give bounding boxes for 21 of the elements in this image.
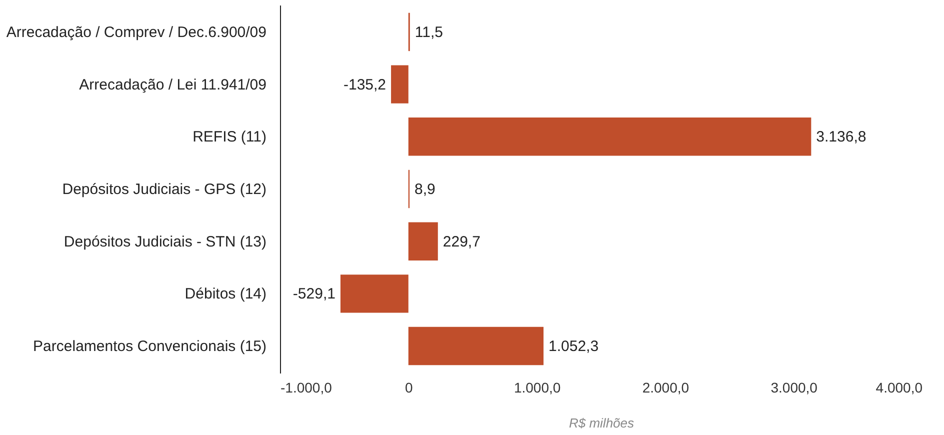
x-axis-title: R$ milhões	[568, 416, 635, 430]
y-tick-label: Débitos (14)	[184, 286, 267, 303]
data-label: -529,1	[292, 286, 336, 303]
x-tick-label: 3.000,0	[770, 380, 818, 396]
y-tick-label: Depósitos Judiciais - GPS (12)	[62, 181, 266, 198]
x-tick-label: 4.000,0	[876, 380, 923, 396]
data-label: 11,5	[414, 24, 443, 41]
data-label: -135,2	[343, 76, 386, 94]
data-label: 3.136,8	[816, 128, 866, 146]
y-tick-label: Depósitos Judiciais - STN (13)	[64, 233, 266, 250]
y-tick-label: Parcelamentos Convencionais (15)	[33, 338, 267, 356]
x-tick-label: 0	[405, 380, 413, 396]
x-tick-label: 1.000,0	[514, 380, 561, 396]
x-tick-label: -1.000,0	[280, 380, 332, 396]
y-tick-label: Arrecadação / Lei 11.941/09	[79, 76, 266, 94]
y-tick-label: REFIS (11)	[192, 128, 266, 146]
data-label: 8,9	[414, 181, 436, 198]
data-label: 229,7	[442, 233, 480, 250]
x-tick-label: 2.000,0	[642, 380, 690, 396]
y-tick-label: Arrecadação / Comprev / Dec.6.900/09	[6, 24, 266, 41]
data-label: 1.052,3	[548, 338, 599, 356]
